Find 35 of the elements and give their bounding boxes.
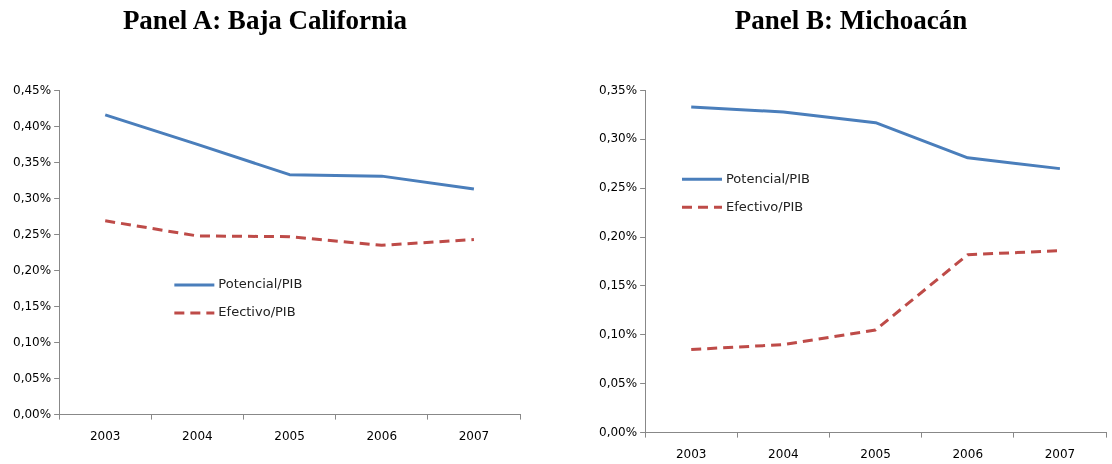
x-tick-label: 2004 bbox=[768, 446, 799, 461]
y-tick-label: 0,05% bbox=[599, 375, 638, 390]
x-tick-label: 2007 bbox=[1044, 446, 1076, 461]
y-tick-label: 0,20% bbox=[599, 229, 638, 244]
y-tick-label: 0,35% bbox=[13, 154, 52, 169]
y-tick-label: 0,20% bbox=[13, 262, 52, 277]
x-tick-label: 2003 bbox=[89, 428, 121, 443]
x-tick-label: 2005 bbox=[274, 428, 305, 443]
x-tick-label: 2004 bbox=[182, 428, 213, 443]
y-tick-label: 0,00% bbox=[599, 424, 638, 439]
legend-label: Potencial/PIB bbox=[218, 276, 303, 292]
x-tick-label: 2007 bbox=[458, 428, 490, 443]
legend-label: Efectivo/PIB bbox=[218, 304, 296, 320]
y-tick-label: 0,10% bbox=[13, 334, 52, 349]
y-tick-label: 0,25% bbox=[599, 180, 638, 195]
y-tick-label: 0,30% bbox=[13, 190, 52, 205]
y-tick-label: 0,30% bbox=[599, 131, 638, 146]
x-tick-label: 2006 bbox=[366, 428, 398, 443]
x-tick-label: 2003 bbox=[675, 446, 707, 461]
y-tick-label: 0,45% bbox=[13, 82, 52, 97]
chart-title: Panel B: Michoacán bbox=[734, 5, 968, 36]
y-tick-label: 0,25% bbox=[13, 226, 52, 241]
y-tick-label: 0,35% bbox=[599, 82, 638, 97]
legend-label: Efectivo/PIB bbox=[725, 198, 804, 214]
x-tick-label: 2006 bbox=[952, 446, 984, 461]
y-tick-label: 0,40% bbox=[13, 118, 52, 133]
x-tick-label: 2005 bbox=[860, 446, 891, 461]
y-tick-label: 0,15% bbox=[599, 278, 638, 293]
y-tick-label: 0,05% bbox=[13, 370, 52, 385]
y-tick-label: 0,15% bbox=[13, 298, 52, 313]
legend-label: Potencial/PIB bbox=[725, 170, 810, 186]
y-tick-label: 0,00% bbox=[13, 406, 52, 421]
chart-title: Panel A: Baja California bbox=[122, 5, 408, 36]
line-series bbox=[103, 219, 476, 247]
y-tick-label: 0,10% bbox=[599, 326, 638, 341]
